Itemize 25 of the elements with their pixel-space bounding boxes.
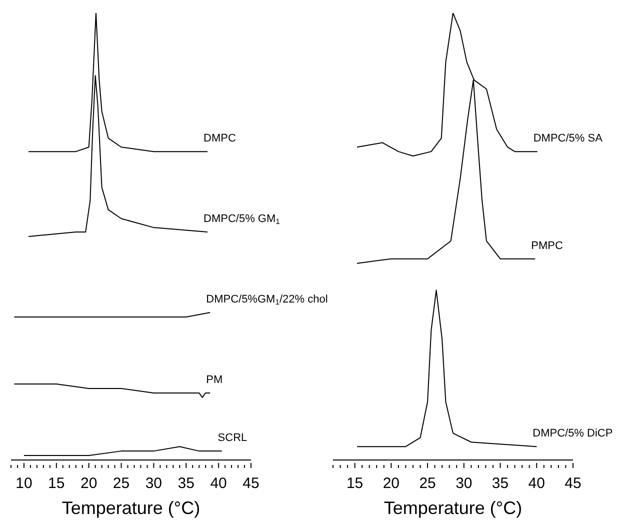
x-tick-label: 15	[346, 475, 364, 492]
x-axis-title: Temperature (°C)	[384, 498, 522, 518]
x-tick-label: 40	[210, 475, 227, 492]
x-tick-label: 30	[145, 475, 162, 492]
x-tick-label: 45	[564, 475, 582, 492]
x-tick-label: 25	[112, 475, 130, 492]
x-tick-label: 20	[80, 475, 98, 492]
series-label: DMPC/5% GM$_{1}$	[204, 213, 280, 226]
series-label: DMPC/5% SA	[533, 132, 604, 145]
series-label: PMPC	[531, 240, 564, 252]
x-tick-label: 10	[16, 475, 32, 492]
x-tick-label: 35	[492, 475, 509, 492]
series-label: PM	[206, 374, 223, 386]
x-tick-label: 35	[178, 475, 194, 492]
x-axis-title: Temperature (°C)	[62, 498, 200, 518]
x-tick-label: 15	[48, 475, 65, 492]
series-label: SCRL	[218, 432, 248, 444]
x-tick-label: 30	[456, 475, 472, 492]
series-label: DMPC	[204, 132, 236, 145]
series-label: DMPC/5% DiCP	[532, 428, 613, 440]
x-tick-label: 25	[419, 475, 436, 492]
x-tick-label: 20	[382, 475, 400, 492]
x-tick-label: 45	[242, 475, 260, 492]
x-tick-label: 40	[528, 475, 545, 492]
series-label: DMPC/5%GM$_{1}$/22% chol	[206, 293, 328, 306]
